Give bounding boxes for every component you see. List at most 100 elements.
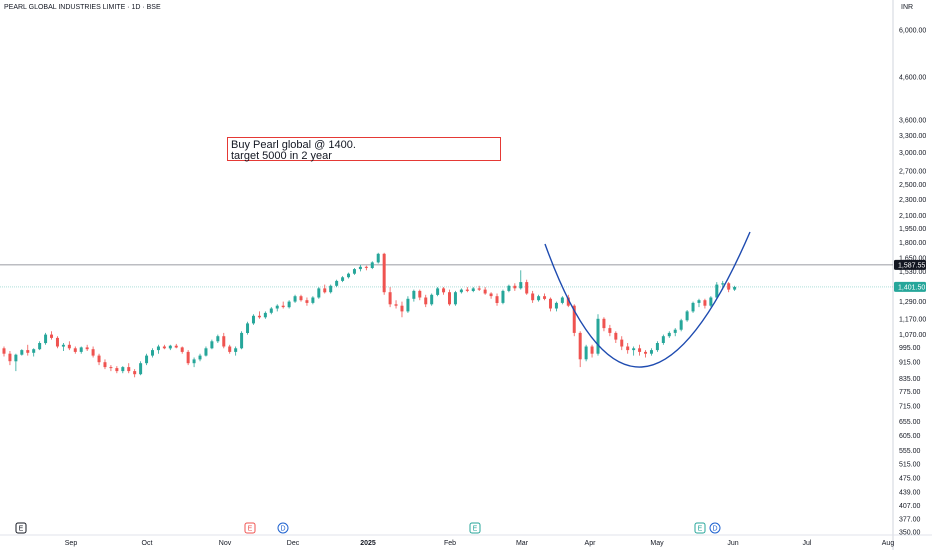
candle bbox=[269, 307, 273, 315]
earnings-past-marker[interactable]: E bbox=[15, 522, 27, 534]
candle bbox=[2, 346, 6, 357]
candle-body bbox=[483, 289, 487, 294]
time-tick-label: Jun bbox=[727, 540, 738, 547]
time-tick-label: Feb bbox=[444, 540, 456, 547]
candle bbox=[679, 318, 683, 332]
candle-body bbox=[115, 368, 119, 372]
candle bbox=[299, 294, 303, 302]
candle-body bbox=[424, 297, 428, 305]
time-axis[interactable]: Sep Oct Nov Dec 2025 Feb Mar Apr May Jun Jul Aug bbox=[65, 540, 895, 547]
candle bbox=[287, 300, 291, 309]
candle-body bbox=[133, 371, 137, 375]
candle-body bbox=[513, 285, 517, 289]
earnings-marker[interactable]: E bbox=[244, 522, 256, 534]
price-axis[interactable]: 6,000.00 4,600.00 3,600.00 3,300.00 3,000.00… bbox=[899, 28, 926, 537]
earnings-marker[interactable]: E bbox=[469, 522, 481, 534]
cup-pattern-curve[interactable] bbox=[544, 231, 751, 368]
candle-body bbox=[145, 355, 149, 364]
candle-body bbox=[697, 300, 701, 303]
price-tick-label: 2,300.00 bbox=[899, 197, 926, 204]
candle-body bbox=[79, 347, 83, 352]
candle bbox=[715, 282, 719, 299]
candle-body bbox=[162, 346, 166, 349]
candle-body bbox=[234, 348, 238, 352]
candle bbox=[198, 353, 202, 362]
candle-body bbox=[507, 285, 511, 291]
candle bbox=[406, 296, 410, 313]
candle bbox=[584, 344, 588, 362]
candle bbox=[638, 344, 642, 356]
candle-body bbox=[560, 297, 564, 303]
candle-body bbox=[442, 288, 446, 293]
candle bbox=[614, 331, 618, 343]
marker-label: D bbox=[712, 526, 717, 533]
candle bbox=[667, 331, 671, 338]
candle-body bbox=[151, 350, 154, 356]
candle bbox=[424, 294, 428, 308]
candle-body bbox=[525, 282, 529, 294]
candle-body bbox=[614, 332, 618, 340]
candle bbox=[537, 294, 541, 302]
candle bbox=[311, 296, 315, 305]
candle bbox=[293, 294, 297, 303]
candle bbox=[67, 341, 71, 351]
price-badge: 1,401.50 bbox=[894, 281, 926, 292]
candle bbox=[234, 346, 238, 356]
candle-body bbox=[584, 346, 588, 360]
candle-body bbox=[537, 296, 541, 301]
candle-body bbox=[329, 285, 333, 293]
candle bbox=[471, 287, 475, 293]
time-tick-label: Sep bbox=[65, 540, 78, 547]
candle bbox=[412, 289, 416, 302]
price-tick-label: 439.00 bbox=[899, 490, 921, 497]
price-tick-label: 3,000.00 bbox=[899, 150, 926, 157]
candle-body bbox=[406, 298, 410, 312]
candle-body bbox=[198, 355, 202, 360]
time-tick-label: Jul bbox=[803, 540, 812, 547]
candle bbox=[578, 331, 582, 368]
candle-body bbox=[673, 329, 677, 333]
marker-shape bbox=[694, 522, 706, 534]
candle-body bbox=[727, 283, 731, 290]
candle-body bbox=[246, 323, 250, 333]
candle bbox=[204, 346, 208, 357]
candle bbox=[436, 287, 440, 297]
candle bbox=[632, 346, 636, 356]
candle-body bbox=[305, 300, 309, 303]
candle-body bbox=[14, 354, 18, 362]
candle-body bbox=[299, 296, 303, 301]
time-tick-label: Dec bbox=[287, 540, 300, 547]
text-note[interactable]: Buy Pearl global @ 1400. target 5000 in … bbox=[227, 137, 501, 162]
price-tick-label: 6,000.00 bbox=[899, 28, 926, 35]
candle bbox=[358, 264, 362, 272]
candle bbox=[347, 272, 351, 279]
earnings-marker[interactable]: E bbox=[694, 522, 706, 534]
candle-body bbox=[685, 311, 689, 321]
candle-body bbox=[519, 282, 523, 289]
candle-body bbox=[679, 320, 683, 330]
candle bbox=[519, 270, 523, 290]
candle-body bbox=[38, 343, 42, 350]
candle bbox=[661, 334, 665, 345]
marker-shape bbox=[709, 522, 721, 534]
currency-label[interactable]: INR bbox=[901, 4, 914, 11]
price-tick-label: 915.00 bbox=[899, 360, 921, 367]
candle-body bbox=[174, 345, 178, 348]
candle bbox=[352, 268, 356, 275]
candle-body bbox=[347, 273, 351, 278]
candle bbox=[61, 343, 65, 351]
candle bbox=[483, 287, 487, 295]
candle-body bbox=[323, 288, 327, 293]
candle bbox=[240, 331, 244, 350]
candle bbox=[85, 344, 89, 351]
dividend-marker[interactable]: D bbox=[277, 522, 289, 534]
candle bbox=[602, 317, 606, 332]
price-tick-label: 715.00 bbox=[899, 403, 921, 410]
candle-body bbox=[400, 305, 404, 312]
price-badges: 1,587.55 1,401.50 bbox=[894, 259, 926, 292]
dividend-marker[interactable]: D bbox=[709, 522, 721, 534]
time-tick-label: May bbox=[650, 540, 664, 547]
candle bbox=[649, 348, 653, 356]
candle bbox=[620, 336, 624, 351]
